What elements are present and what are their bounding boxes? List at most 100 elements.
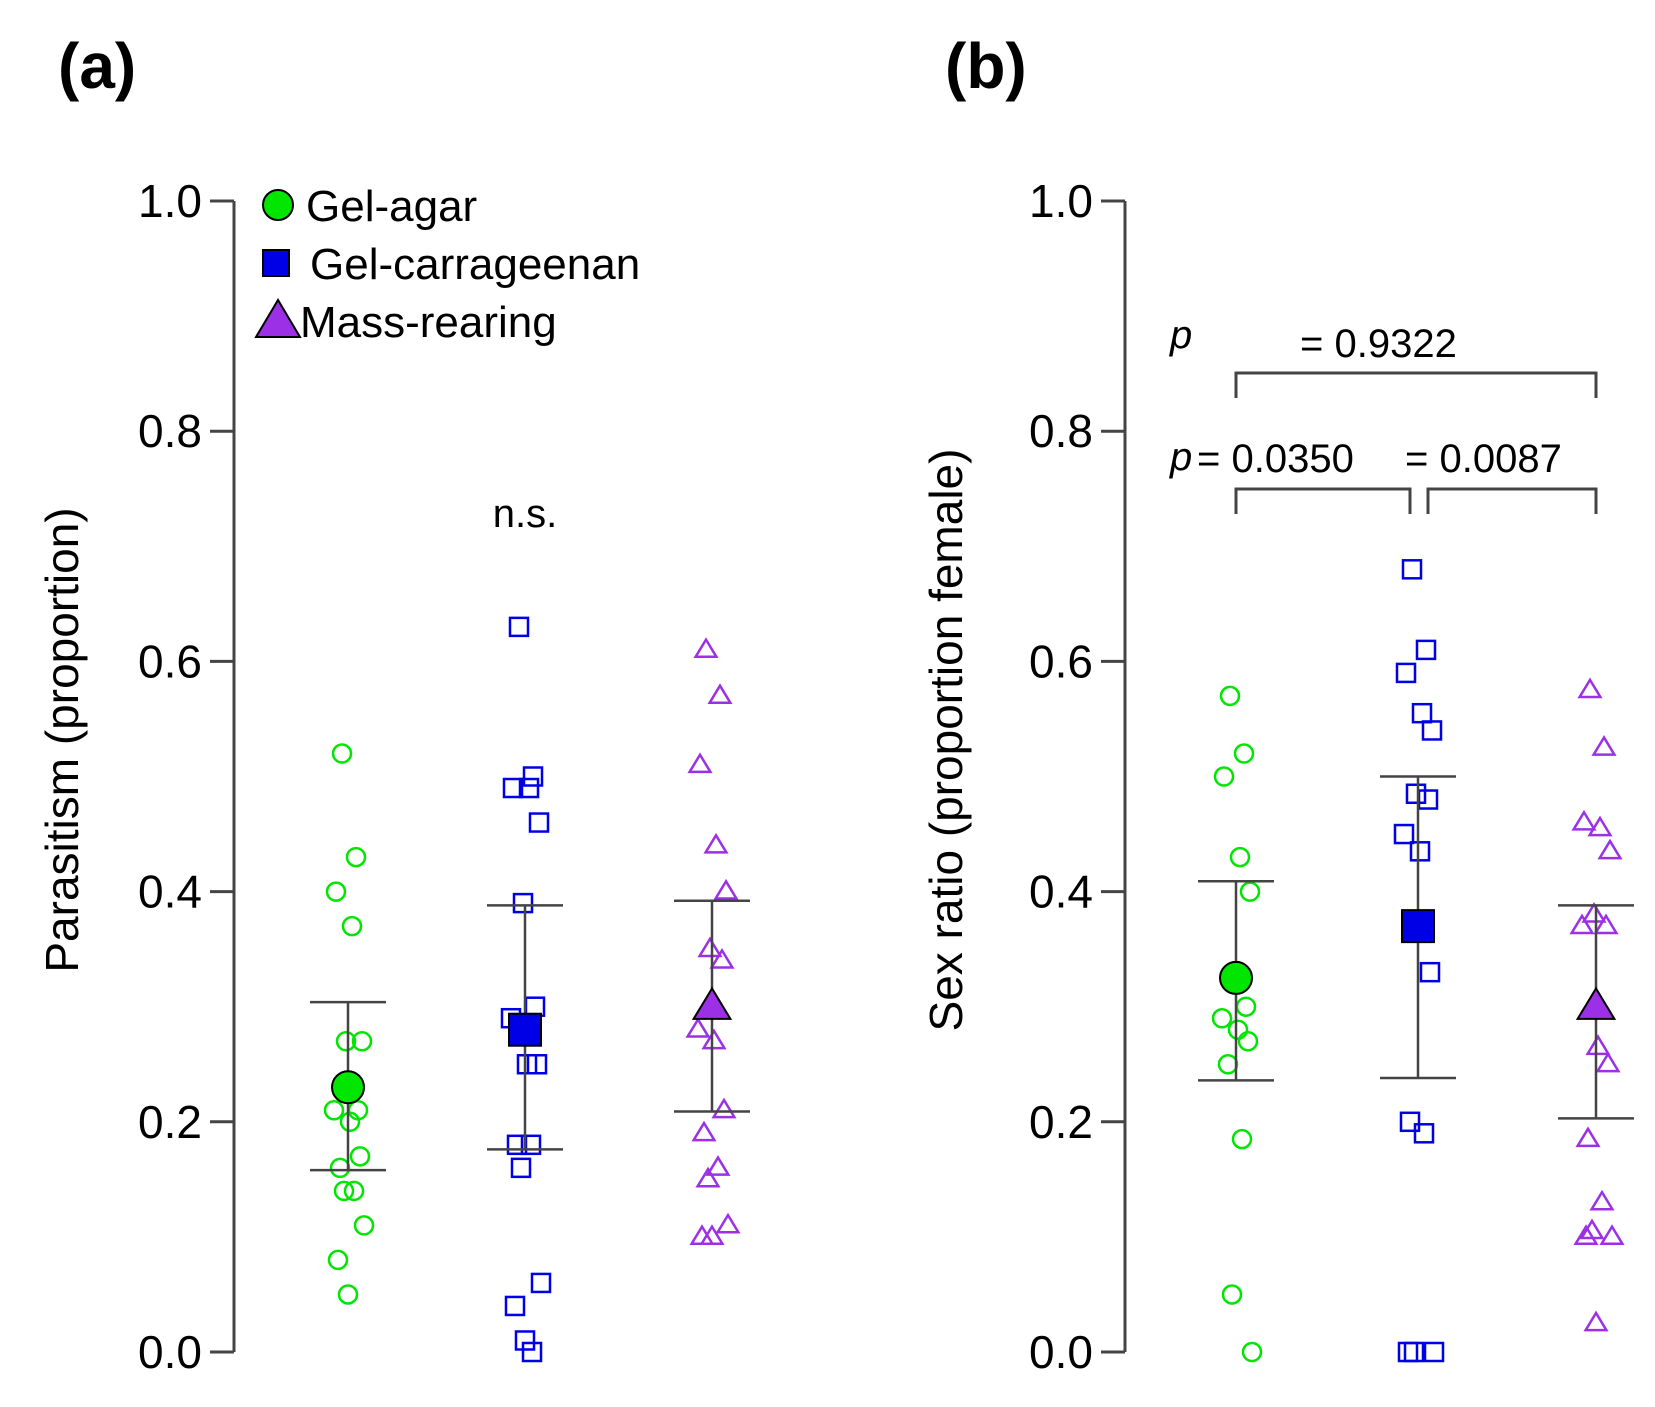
panel-a-point-gel-agar [351,1030,373,1052]
panel-b-y-tick-label: 1.0 [1029,175,1093,227]
bracket-carrageenan-vs-mass [1426,487,1598,514]
panel-b-point-mass-rearing [1575,1126,1601,1148]
panel-b-point-mass-rearing [1599,1224,1625,1245]
panel-a-point-mass-rearing [691,1120,717,1142]
panel-a-y-tick-label: 0.2 [138,1096,202,1148]
panel-a-point-gel-agar [337,1284,359,1305]
panel-b-point-gel-agar [1217,1054,1239,1075]
panel-b-y-tick-label: 0.6 [1029,635,1093,687]
panel-b-y-tick-label: 0.0 [1029,1326,1093,1378]
panel-a-point-gel-carrageenan [514,1330,536,1351]
panel-a-point-mass-rearing [693,637,719,658]
panel-b-y-axis-title: Sex ratio (proportion female) [920,449,972,1032]
panel-a-point-gel-agar [345,846,367,868]
panel-a-point-gel-agar [353,1215,375,1236]
panel-a-point-gel-carrageenan [502,777,524,799]
panel-a-point-gel-carrageenan [522,766,544,787]
panel-a-point-mass-rearing [697,936,723,958]
panel-b-point-gel-agar [1237,1030,1259,1052]
panel-a-point-gel-agar [333,1180,355,1202]
panel-a-point-gel-agar [325,881,347,902]
panel-b-point-mass-rearing [1593,913,1619,935]
panel-a-point-gel-agar [327,1249,349,1271]
panel-b-point-mass-rearing [1577,677,1603,699]
panel-a-label: (a) [58,30,136,102]
panel-b-label: (b) [945,30,1027,102]
panel-b-point-gel-agar [1229,846,1251,868]
bracket-agar-vs-mass [1234,371,1598,398]
panel-a-point-mass-rearing [707,683,733,705]
panel-a-point-gel-agar [349,1146,371,1167]
legend: Gel-agar Gel-carrageenan Mass-rearing [254,182,640,347]
panel-a-point-mass-rearing [699,1224,725,1245]
p-value-agar-vs-carrageenan: = 0.0350 [1197,437,1354,481]
legend-label-gel-agar: Gel-agar [306,182,477,231]
panel-b-point-gel-agar [1231,1128,1253,1150]
panel-a-point-gel-carrageenan [504,1295,526,1317]
panel-b-point-gel-agar [1227,1019,1249,1040]
panel-a-y-tick-label: 1.0 [138,175,202,227]
legend-label-mass-rearing: Mass-rearing [300,298,557,347]
panel-a-plot: 0.0 0.2 0.4 0.6 0.8 1.0 [138,175,750,1378]
panel-b-point-mass-rearing [1591,735,1617,756]
legend-marker-mass-rearing [254,298,302,338]
bracket-agar-vs-carrageenan [1234,487,1412,514]
panel-b-plot: 0.0 0.2 0.4 0.6 0.8 1.0 [1029,175,1634,1378]
panel-a-point-mass-rearing [711,1097,737,1119]
panel-a-point-mass-rearing [701,1028,727,1050]
panel-a-y-axis-title: Parasitism (proportion) [36,507,88,972]
panel-b-point-gel-agar [1219,685,1241,707]
panel-a-point-mass-rearing [695,1166,721,1188]
panel-a-significance: n.s. [493,492,557,536]
panel-b-point-gel-carrageenan [1421,720,1443,741]
legend-label-gel-carrageenan: Gel-carrageenan [310,240,640,289]
panel-a-mean-mass-rearing [691,986,733,1020]
panel-a-point-gel-agar [335,1030,357,1052]
panel-b-point-gel-agar [1235,996,1257,1017]
panel-b-point-mass-rearing [1585,1034,1611,1056]
panel-b-point-mass-rearing [1583,1310,1609,1332]
panel-a-point-gel-carrageenan [518,777,540,799]
panel-b-mean-gel-carrageenan [1401,909,1435,944]
panel-b-point-gel-carrageenan [1413,1123,1435,1144]
panel-b-point-gel-carrageenan [1411,702,1433,724]
panel-a-point-gel-carrageenan [520,1134,542,1156]
panel-b-point-gel-carrageenan [1423,1341,1445,1363]
panel-b-point-gel-carrageenan [1405,783,1427,805]
panel-a-point-mass-rearing [705,1155,731,1176]
panel-a-point-gel-carrageenan [510,1157,532,1179]
legend-marker-gel-carrageenan [262,249,290,277]
p-value-carrageenan-vs-mass: = 0.0087 [1405,437,1562,481]
panel-a-point-gel-agar [343,1180,365,1202]
panel-a-y-tick-label: 0.0 [138,1326,202,1378]
panel-a-y-tick-label: 0.8 [138,405,202,457]
panel-b-point-mass-rearing [1569,913,1595,935]
panel-a-point-mass-rearing [687,752,713,774]
panel-b-point-mass-rearing [1571,809,1597,831]
panel-a-point-mass-rearing [703,832,729,854]
panel-a-point-gel-carrageenan [530,1272,552,1294]
panel-b-point-mass-rearing [1595,1051,1621,1073]
panel-b-point-gel-agar [1233,743,1255,764]
panel-a-point-gel-carrageenan [508,616,530,638]
panel-a-point-gel-carrageenan [506,1134,528,1156]
panel-b-point-gel-carrageenan [1399,1111,1421,1133]
panel-a-mean-gel-agar [331,1070,365,1105]
panel-a-point-mass-rearing [713,878,739,900]
p-label-top: p [1169,313,1192,357]
panel-b-comparisons: p = 0.9322 p = 0.0350 = 0.0087 [1169,313,1598,514]
legend-marker-gel-agar [262,189,294,221]
panel-b-point-gel-agar [1213,766,1235,787]
panel-b-point-gel-carrageenan [1393,823,1415,845]
panel-b-point-gel-carrageenan [1397,1341,1419,1363]
panel-a-y-tick-label: 0.4 [138,866,202,918]
panel-a-y-tick-label: 0.6 [138,635,202,687]
panel-b-mean-gel-agar [1219,960,1253,995]
panel-b-point-gel-carrageenan [1395,662,1417,684]
panel-b-point-mass-rearing [1589,1189,1615,1211]
panel-a-point-gel-carrageenan [528,812,550,833]
panel-a-point-gel-agar [323,1100,345,1121]
panel-a-point-mass-rearing [685,1017,711,1038]
panel-b-point-gel-agar [1241,1341,1263,1363]
